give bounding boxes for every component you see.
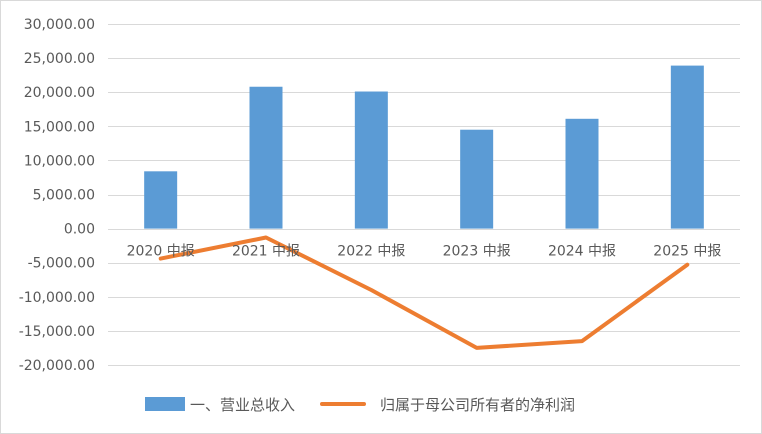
y-tick-label: -5,000.00 xyxy=(28,256,95,272)
line-series-path xyxy=(158,235,690,350)
category-label: 2023 中报 xyxy=(443,244,511,260)
bar xyxy=(249,86,283,229)
y-tick-label: 15,000.00 xyxy=(24,119,95,135)
y-tick-label: 10,000.00 xyxy=(24,153,95,169)
category-label: 2025 中报 xyxy=(653,244,721,260)
category-label: 2020 中报 xyxy=(127,244,195,260)
category-label: 2021 中报 xyxy=(232,244,300,260)
y-tick-label: 0.00 xyxy=(64,222,95,238)
bar xyxy=(670,65,704,229)
gridlines xyxy=(108,24,740,366)
y-axis-tick-labels: 30,000.00 25,000.00 20,000.00 15,000.00 10,0… xyxy=(19,17,95,374)
y-tick-label: 30,000.00 xyxy=(24,17,95,33)
y-tick-label: 25,000.00 xyxy=(24,51,95,67)
bar xyxy=(460,129,494,229)
bar xyxy=(144,171,178,229)
y-tick-label: 20,000.00 xyxy=(24,85,95,101)
legend-label-bar: 一、营业总收入 xyxy=(190,396,295,414)
y-tick-label: -15,000.00 xyxy=(19,324,95,340)
category-label: 2024 中报 xyxy=(548,244,616,260)
y-tick-label: 5,000.00 xyxy=(33,188,95,204)
x-axis-category-labels: 2020 中报 2021 中报 2022 中报 2023 中报 2024 中报 2025 … xyxy=(127,244,722,260)
legend: 一、营业总收入 归属于母公司所有者的净利润 xyxy=(145,396,575,414)
line-series xyxy=(158,235,690,350)
bar xyxy=(565,118,599,229)
legend-label-line: 归属于母公司所有者的净利润 xyxy=(380,396,575,414)
y-tick-label: -20,000.00 xyxy=(19,358,95,374)
category-label: 2022 中报 xyxy=(337,244,405,260)
bar xyxy=(354,91,388,229)
legend-swatch-bar xyxy=(145,397,185,411)
bar-series xyxy=(144,65,704,229)
y-tick-label: -10,000.00 xyxy=(19,290,95,306)
